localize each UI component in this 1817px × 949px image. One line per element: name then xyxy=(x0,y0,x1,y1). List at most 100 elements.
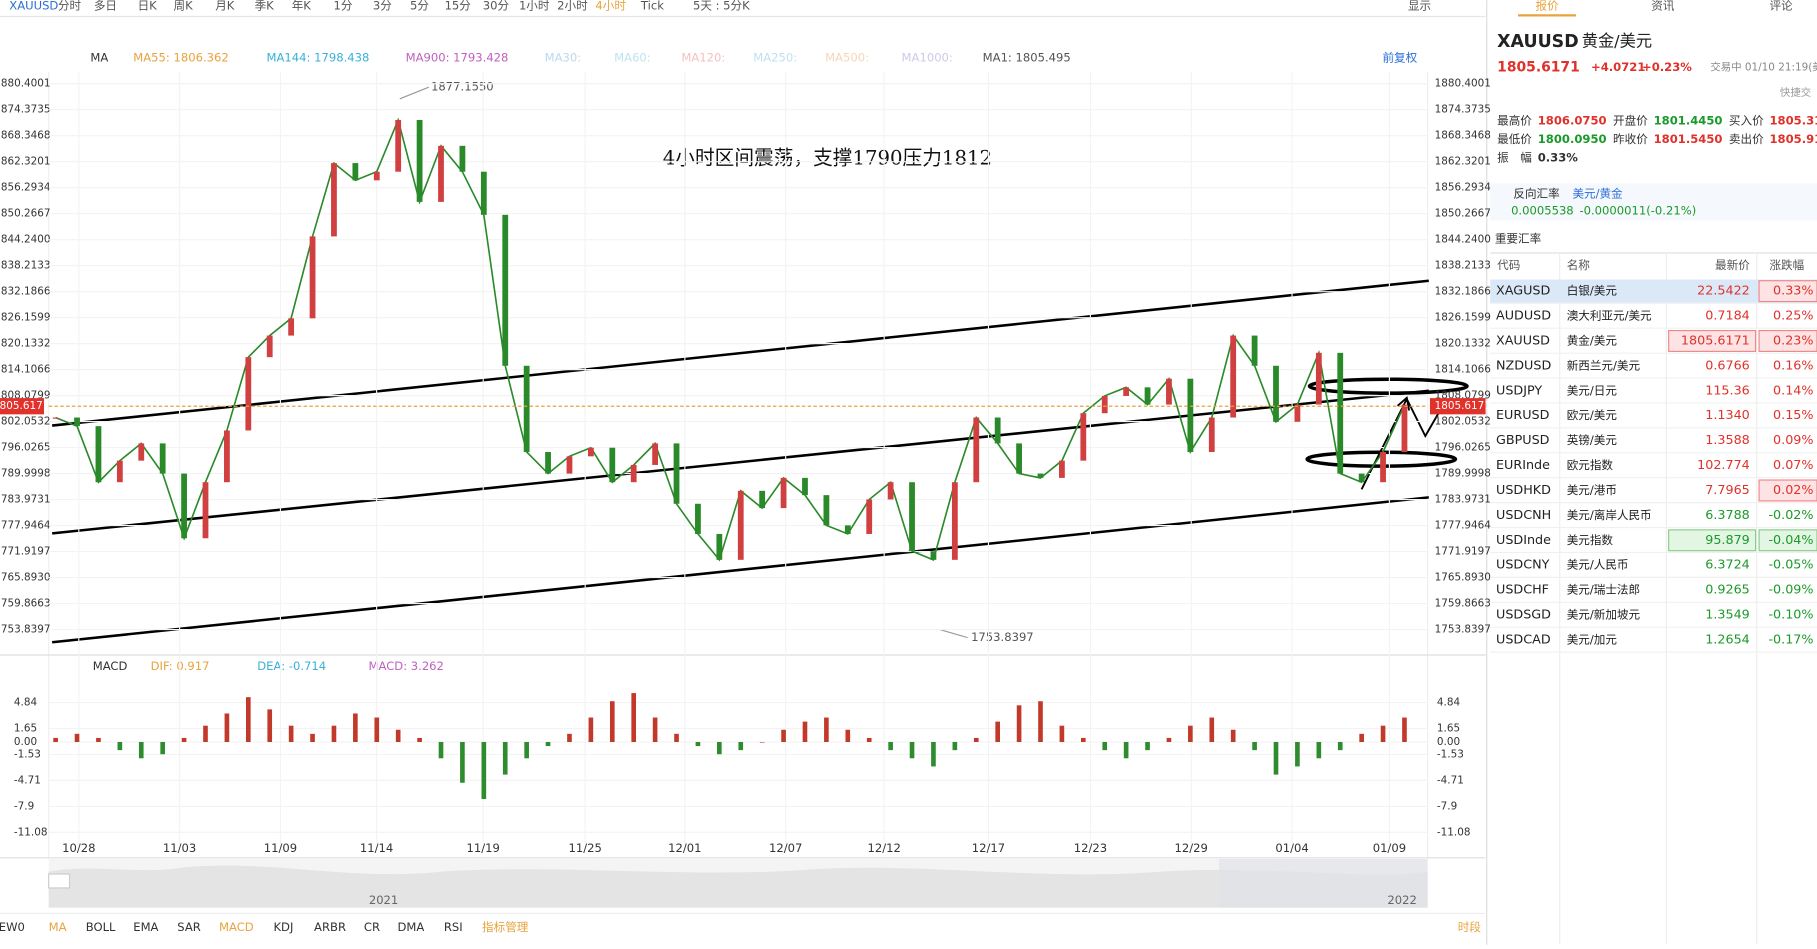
indicator-tab[interactable]: MA xyxy=(49,920,67,934)
period-tab[interactable]: 分时 xyxy=(58,0,82,13)
period-tab[interactable]: 年K xyxy=(292,0,312,13)
period-tab[interactable]: 月K xyxy=(215,0,235,13)
y-tick-label: 1765.8930 xyxy=(1435,572,1491,584)
side-tab[interactable]: 资讯 xyxy=(1651,0,1675,13)
macd-bar xyxy=(588,717,594,742)
stat-value: 1805.318 xyxy=(1769,113,1817,127)
period-button[interactable]: 时段 xyxy=(1458,920,1482,934)
period-tab[interactable]: 5天 : 5分K xyxy=(693,0,750,13)
indicator-tab[interactable]: RSI xyxy=(444,920,463,934)
ma-name[interactable]: MA xyxy=(90,51,108,65)
period-tab[interactable]: 日K xyxy=(138,0,158,13)
quick-trade[interactable]: 快捷交 xyxy=(1780,86,1811,99)
indicator-tab[interactable]: CR xyxy=(364,920,380,934)
candle xyxy=(202,482,209,539)
y-tick-label: 1783.9731 xyxy=(1435,494,1491,506)
candle xyxy=(866,499,873,534)
indicator-tab[interactable]: ARBR xyxy=(314,920,346,934)
pct-box xyxy=(1758,529,1817,552)
pct-box xyxy=(1758,479,1817,502)
period-tab[interactable]: 5分 xyxy=(410,0,429,13)
macd-bar xyxy=(931,741,936,767)
y-tick-label: 1771.9197 xyxy=(0,546,50,558)
macd-bar xyxy=(973,737,979,742)
indicator-tab[interactable]: SAR xyxy=(177,920,201,934)
candle xyxy=(1315,352,1322,405)
macd-bar xyxy=(866,737,872,742)
indicator-tab[interactable]: MACD xyxy=(219,920,254,934)
candle xyxy=(288,318,295,336)
indicator-tab[interactable]: EMA xyxy=(133,920,158,934)
macd-bar xyxy=(695,741,701,747)
period-tab[interactable]: 4小时 xyxy=(595,0,626,13)
y-tick-label: 1771.9197 xyxy=(1435,546,1491,558)
macd-name[interactable]: MACD xyxy=(93,659,128,673)
y-tick-label: 1753.8397 xyxy=(1435,624,1491,636)
row-name: 白银/美元 xyxy=(1567,284,1618,298)
row-pct: -0.02% xyxy=(1768,508,1813,523)
y-tick-label: 1856.2934 xyxy=(0,182,51,194)
navigator-area xyxy=(48,865,1428,908)
y-tick-label: 1777.9464 xyxy=(1435,520,1492,532)
macd-bar xyxy=(674,733,679,742)
navigator-handle[interactable] xyxy=(48,873,71,889)
period-tab[interactable]: 1分 xyxy=(334,0,353,13)
indicator-tab[interactable]: KDJ xyxy=(273,920,293,934)
period-tab[interactable]: 1小时 xyxy=(519,0,550,13)
macd-bar xyxy=(53,737,58,742)
candle xyxy=(116,460,123,483)
resistance-ellipse xyxy=(1307,377,1469,395)
side-tab[interactable]: 评论 xyxy=(1769,0,1793,13)
macd-bar xyxy=(481,741,487,800)
macd-bar xyxy=(138,741,144,759)
ma-legend-item: MA900: 1793.428 xyxy=(406,51,509,65)
side-change-pct: +0.23% xyxy=(1642,60,1692,74)
candle xyxy=(737,490,744,560)
period-tab[interactable]: 周K xyxy=(174,0,194,13)
indicator-tab[interactable]: 指标管理 xyxy=(482,920,529,934)
y-tick-label: -7.9 xyxy=(14,800,34,812)
indicator-tab[interactable]: DMA xyxy=(397,920,424,934)
macd-bar xyxy=(1273,741,1279,775)
indicator-tab[interactable]: IEW0 xyxy=(0,920,25,934)
period-tab[interactable]: 多日 xyxy=(94,0,117,13)
row-code: EURUSD xyxy=(1496,408,1550,423)
stat-value: 1800.0950 xyxy=(1538,132,1607,146)
navigator-window[interactable] xyxy=(1219,858,1428,908)
macd-bar xyxy=(203,725,208,742)
candle xyxy=(1101,395,1108,414)
candle xyxy=(331,163,337,237)
side-tab[interactable]: 报价 xyxy=(1535,0,1559,13)
period-tab[interactable]: 30分 xyxy=(483,0,510,13)
candle xyxy=(438,145,444,202)
candle xyxy=(1166,378,1172,405)
period-tab[interactable]: 季K xyxy=(255,0,275,13)
macd-bar xyxy=(1059,725,1065,742)
candle xyxy=(1251,335,1258,366)
display-button[interactable]: 显示 xyxy=(1408,0,1431,13)
reverse-change: -0.0000011(-0.21%) xyxy=(1579,204,1696,218)
macd-bar xyxy=(96,737,101,742)
y-tick-label: 1753.8397 xyxy=(0,624,50,636)
x-tick-label: 11/14 xyxy=(360,841,393,855)
row-name: 美元指数 xyxy=(1567,533,1614,547)
period-tab[interactable]: Tick xyxy=(640,0,664,13)
indicator-tab[interactable]: BOLL xyxy=(86,920,116,934)
period-tab[interactable]: 15分 xyxy=(445,0,472,13)
candle xyxy=(802,477,808,496)
row-pct: 0.15% xyxy=(1773,408,1813,423)
macd-bar xyxy=(1038,701,1043,742)
symbol-tab[interactable]: XAUUSD xyxy=(9,0,58,13)
macd-bar xyxy=(545,741,551,747)
adjust-button[interactable]: 前复权 xyxy=(1382,51,1417,65)
period-tab[interactable]: 3分 xyxy=(373,0,392,13)
stat-value: 1801.5450 xyxy=(1654,132,1723,146)
pct-box xyxy=(1758,329,1817,352)
period-tab[interactable]: 2小时 xyxy=(557,0,588,13)
candle xyxy=(930,551,937,560)
ma-legend-item: MA120: xyxy=(681,51,725,65)
current-price-label: 1805.6171 xyxy=(1435,400,1491,412)
ma-legend-item: MA500: xyxy=(825,51,869,65)
candle xyxy=(224,430,230,483)
